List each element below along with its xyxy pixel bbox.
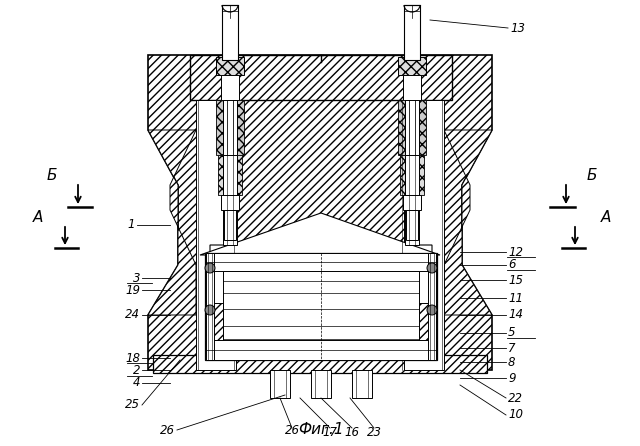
Bar <box>216 100 244 155</box>
Text: А: А <box>33 211 43 226</box>
Bar <box>223 155 237 195</box>
Bar <box>196 100 236 370</box>
Bar <box>205 253 437 271</box>
Text: 19: 19 <box>125 284 140 297</box>
Polygon shape <box>148 130 196 315</box>
Polygon shape <box>200 213 440 255</box>
Bar <box>223 100 237 155</box>
Text: 16: 16 <box>344 425 360 438</box>
Bar <box>206 253 214 360</box>
Bar <box>419 303 437 358</box>
Bar <box>221 75 239 100</box>
Polygon shape <box>148 55 492 370</box>
Circle shape <box>427 263 437 273</box>
Bar <box>406 210 418 240</box>
Text: 17: 17 <box>323 425 337 438</box>
Text: 4: 4 <box>132 376 140 389</box>
Text: 2: 2 <box>132 363 140 376</box>
Bar <box>403 195 421 210</box>
Text: 5: 5 <box>508 326 515 339</box>
Bar <box>222 5 238 60</box>
Text: Б: Б <box>587 168 597 182</box>
Bar <box>223 100 237 245</box>
Text: А: А <box>601 211 611 226</box>
Bar <box>404 5 420 60</box>
Text: 15: 15 <box>508 273 523 286</box>
Text: 22: 22 <box>508 392 523 405</box>
Bar <box>405 155 419 195</box>
Bar <box>311 370 331 398</box>
Text: 18: 18 <box>125 351 140 364</box>
Text: 11: 11 <box>508 292 523 305</box>
Bar <box>205 303 223 358</box>
Text: 14: 14 <box>508 309 523 322</box>
Text: Б: Б <box>47 168 57 182</box>
Bar <box>398 100 426 155</box>
Bar <box>205 340 437 360</box>
Text: 10: 10 <box>508 409 523 421</box>
Bar <box>221 195 239 210</box>
Polygon shape <box>210 215 432 258</box>
Bar <box>153 355 487 373</box>
Bar <box>223 271 419 351</box>
Text: 24: 24 <box>125 309 140 322</box>
Bar <box>205 253 437 360</box>
Text: 3: 3 <box>132 272 140 285</box>
Circle shape <box>205 263 215 273</box>
Bar <box>224 210 236 240</box>
Bar <box>216 57 244 75</box>
Text: 26: 26 <box>160 424 175 437</box>
Text: 8: 8 <box>508 355 515 368</box>
Bar <box>218 155 242 195</box>
Text: 13: 13 <box>510 21 525 34</box>
Bar <box>398 57 426 75</box>
Text: 25: 25 <box>125 398 140 412</box>
Circle shape <box>205 305 215 315</box>
Bar <box>428 253 436 360</box>
Bar <box>404 100 444 370</box>
Text: 12: 12 <box>508 245 523 259</box>
Text: 1: 1 <box>127 219 135 231</box>
Text: 9: 9 <box>508 372 515 384</box>
Text: Фиг.1: Фиг.1 <box>298 422 344 438</box>
Polygon shape <box>444 130 492 315</box>
Bar <box>190 55 452 100</box>
Bar <box>403 75 421 100</box>
Text: 23: 23 <box>367 425 381 438</box>
Bar <box>405 100 419 155</box>
Bar <box>400 155 424 195</box>
Text: 26: 26 <box>285 424 300 437</box>
Bar <box>270 370 290 398</box>
Text: 7: 7 <box>508 342 515 355</box>
Circle shape <box>427 305 437 315</box>
Text: 6: 6 <box>508 259 515 272</box>
Bar <box>352 370 372 398</box>
Bar <box>405 100 419 245</box>
